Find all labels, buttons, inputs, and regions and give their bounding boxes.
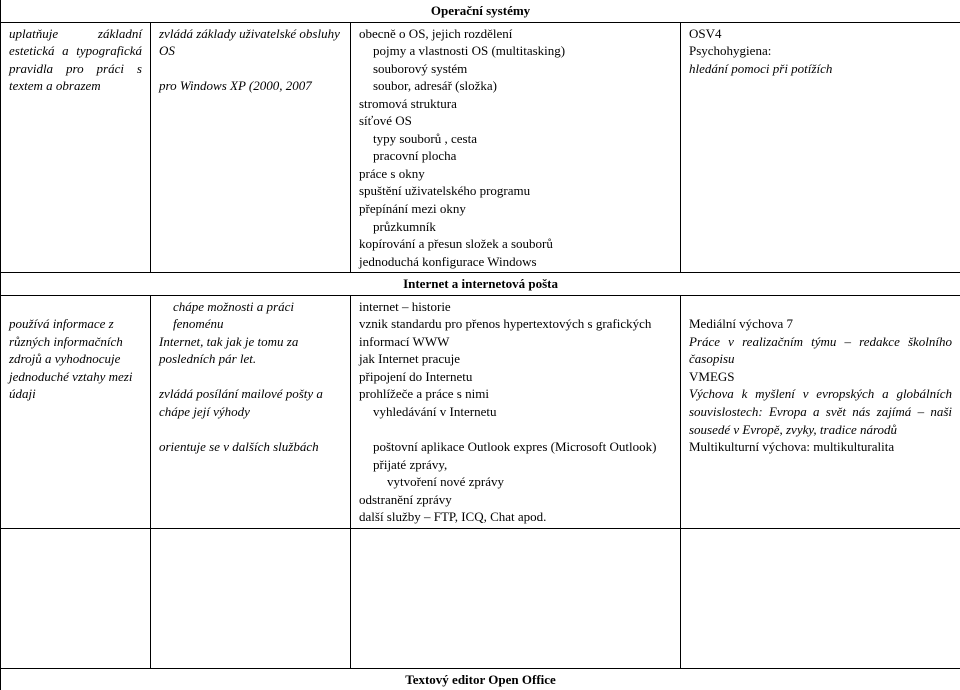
heading-row-internet: Internet a internetová pošta	[1, 273, 960, 296]
row2-c3-l3: jak Internet pracuje	[359, 351, 460, 366]
row1-c4-l1: OSV4	[689, 26, 722, 41]
row1-c4-l3: hledání pomoci při potížích	[689, 61, 832, 76]
spacer-c2	[151, 528, 351, 668]
heading-row-editor: Textový editor Open Office	[1, 668, 960, 690]
row2-c3-l5: prohlížeče a práce s nimi	[359, 386, 489, 401]
row1-c3-l1: obecně o OS, jejich rozdělení	[359, 26, 512, 41]
row1-c3-l3: souborový systém	[359, 60, 672, 78]
heading-os-text: Operační systémy	[431, 3, 530, 18]
row1-c3-l7: typy souborů , cesta	[359, 130, 672, 148]
row1-c3-l10: spuštění uživatelského programu	[359, 183, 530, 198]
row1-c2-l1: zvládá základy uživatelské obsluhy OS	[159, 26, 340, 59]
row2-c4-l5: Multikulturní výchova: multikulturalita	[689, 439, 894, 454]
row2-c1-text: používá informace z různých informačních…	[9, 316, 132, 401]
row2-col1: používá informace z různých informačních…	[1, 295, 151, 528]
spacer-row	[1, 528, 960, 668]
heading-row-os: Operační systémy	[1, 0, 960, 22]
row2-c3-l9: vytvoření nové zprávy	[359, 473, 672, 491]
row1-c4-l2: Psychohygiena:	[689, 43, 771, 58]
row1-col1: uplatňuje základní estetická a typografi…	[1, 22, 151, 273]
row1-c3-l5: stromová struktura	[359, 96, 457, 111]
page: Operační systémy uplatňuje základní este…	[0, 0, 960, 619]
row2-c4-l3: VMEGS	[689, 369, 735, 384]
row1-c3-l2: pojmy a vlastnosti OS (multitasking)	[359, 42, 672, 60]
heading-internet: Internet a internetová pošta	[1, 273, 960, 296]
row2-c4-l1: Mediální výchova 7	[689, 316, 793, 331]
row-internet: používá informace z různých informačních…	[1, 295, 960, 528]
heading-os: Operační systémy	[1, 0, 960, 22]
row1-col3: obecně o OS, jejich rozdělení pojmy a vl…	[351, 22, 681, 273]
row2-col3: internet – historie vznik standardu pro …	[351, 295, 681, 528]
row1-c1-text: uplatňuje základní estetická a typografi…	[9, 26, 142, 94]
row1-c3-l14: jednoduchá konfigurace Windows	[359, 254, 537, 269]
curriculum-table: Operační systémy uplatňuje základní este…	[0, 0, 960, 690]
spacer-c3	[351, 528, 681, 668]
heading-editor: Textový editor Open Office	[1, 668, 960, 690]
heading-internet-text: Internet a internetová pošta	[403, 276, 558, 291]
row2-c3-l2: vznik standardu pro přenos hypertextovýc…	[359, 316, 651, 349]
row-os: uplatňuje základní estetická a typografi…	[1, 22, 960, 273]
row2-c4-l2: Práce v realizačním týmu – redakce školn…	[689, 334, 952, 367]
row1-c3-l12: průzkumník	[359, 218, 672, 236]
spacer-c1	[1, 528, 151, 668]
row2-c2-l1: chápe možnosti a práci fenoménu	[159, 298, 342, 333]
row2-c3-l6: vyhledávání v Internetu	[359, 403, 672, 421]
row1-col2: zvládá základy uživatelské obsluhy OS pr…	[151, 22, 351, 273]
row2-c3-l10: odstranění zprávy	[359, 492, 452, 507]
row1-c3-l13: kopírování a přesun složek a souborů	[359, 236, 553, 251]
row1-c3-l8: pracovní plocha	[359, 147, 672, 165]
spacer-c4	[681, 528, 960, 668]
row1-c3-l4: soubor, adresář (složka)	[359, 77, 672, 95]
row1-c3-l11: přepínání mezi okny	[359, 201, 466, 216]
row1-c3-l9: práce s okny	[359, 166, 425, 181]
row2-c3-l1: internet – historie	[359, 299, 451, 314]
row2-c3-l4: připojení do Internetu	[359, 369, 472, 384]
row2-c3-l11: další služby – FTP, ICQ, Chat apod.	[359, 509, 546, 524]
row1-c3-l6: síťové OS	[359, 113, 412, 128]
row2-c2-l2: Internet, tak jak je tomu za posledních …	[159, 334, 298, 367]
row2-c2-l4: orientuje se v dalších službách	[159, 439, 319, 454]
row1-col4: OSV4 Psychohygiena: hledání pomoci při p…	[681, 22, 960, 273]
row2-col2: chápe možnosti a práci fenoménu Internet…	[151, 295, 351, 528]
row2-c3-l7: poštovní aplikace Outlook expres (Micros…	[359, 438, 672, 456]
row2-c3-l8: přijaté zprávy,	[359, 456, 672, 474]
heading-editor-text: Textový editor Open Office	[405, 672, 556, 687]
row2-c2-l3: zvládá posílání mailové pošty a chápe je…	[159, 386, 323, 419]
row1-c2-l2: pro Windows XP (2000, 2007	[159, 78, 312, 93]
row2-col4: Mediální výchova 7 Práce v realizačním t…	[681, 295, 960, 528]
